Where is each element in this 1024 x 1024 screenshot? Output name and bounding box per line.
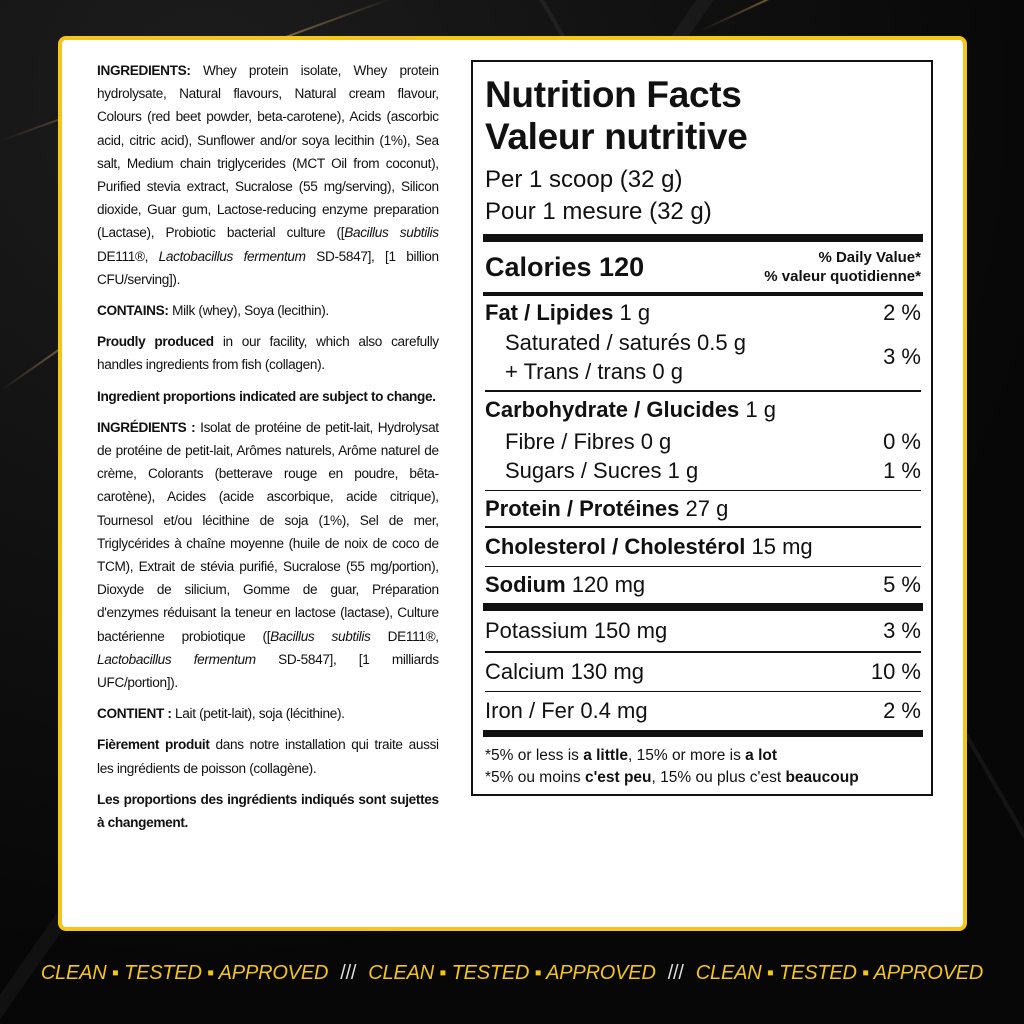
cholesterol-row: Cholesterol / Cholestérol 15 mg: [485, 533, 813, 559]
calories: Calories 120: [485, 251, 645, 282]
protein-row: Protein / Protéines 27 g: [485, 495, 729, 521]
divider: [485, 489, 921, 491]
daily-value-en: % Daily Value*: [818, 249, 921, 266]
footnote: *5% or less is a little, 15% or more is …: [485, 745, 921, 789]
proportions-en: Ingredient proportions indicated are sub…: [97, 388, 436, 405]
footnote-en: *5% or less is a little, 15% or more is …: [485, 747, 778, 764]
proportions-fr: Les proportions des ingrédients indiqués…: [97, 791, 439, 832]
footnote-fr: *5% ou moins c'est peu, 15% ou plus c'es…: [485, 769, 859, 786]
facility-fr: Fièrement produit dans notre installatio…: [97, 737, 439, 777]
iron-row: Iron / Fer 0.4 mg 2 %: [485, 698, 921, 723]
divider-medium: [483, 292, 923, 296]
slogan-banner: CLEAN ▪ TESTED ▪ APPROVED /// CLEAN ▪ TEST…: [0, 962, 1024, 985]
ingredients-column: INGREDIENTS: Whey protein isolate, Whey …: [97, 60, 439, 843]
divider: [485, 690, 921, 692]
ingredients-fr: INGRÉDIENTS : Isolat de protéine de peti…: [97, 419, 439, 692]
nutrition-title-en: Nutrition Facts: [485, 74, 742, 115]
sodium-row: Sodium 120 mg 5 %: [485, 572, 921, 597]
calcium-row: Calcium 130 mg 10 %: [485, 658, 921, 684]
serving-en: Per 1 scoop (32 g): [485, 166, 683, 193]
daily-value-fr: % valeur quotidienne*: [764, 268, 921, 285]
label-panel: [58, 36, 967, 931]
carbohydrate-row: Carbohydrate / Glucides 1 g: [485, 396, 776, 422]
nutrition-facts-table: Nutrition Facts Valeur nutritive Per 1 s…: [471, 60, 933, 796]
saturated-trans-row: Saturated / saturés 0.5 g + Trans / trans…: [505, 330, 921, 384]
slogan: CLEAN ▪ TESTED ▪ APPROVED: [368, 962, 656, 984]
contains-en: CONTAINS: Milk (whey), Soya (lecithin).: [97, 303, 329, 320]
divider: [485, 390, 921, 392]
divider-thick: [483, 234, 923, 242]
slogan: CLEAN ▪ TESTED ▪ APPROVED: [40, 962, 329, 984]
divider: [485, 526, 921, 528]
ingredients-en: INGREDIENTS: Whey protein isolate, Whey …: [97, 63, 439, 288]
calories-row: Calories 120 % Daily Value* % valeur quo…: [485, 242, 921, 292]
slogan: CLEAN ▪ TESTED ▪ APPROVED: [695, 962, 984, 984]
divider-thick: [483, 730, 923, 737]
nutrition-title-fr: Valeur nutritive: [485, 116, 748, 157]
divider-thick: [483, 603, 923, 611]
divider: [485, 565, 921, 567]
serving-fr: Pour 1 mesure (32 g): [485, 198, 712, 225]
divider: [485, 651, 921, 653]
facility-en: Proudly produced in our facility, which …: [97, 334, 439, 374]
separator: ///: [667, 962, 684, 984]
separator: ///: [340, 962, 357, 984]
potassium-row: Potassium 150 mg 3 %: [485, 618, 921, 643]
contains-fr: CONTIENT : Lait (petit-lait), soja (léci…: [97, 706, 345, 723]
